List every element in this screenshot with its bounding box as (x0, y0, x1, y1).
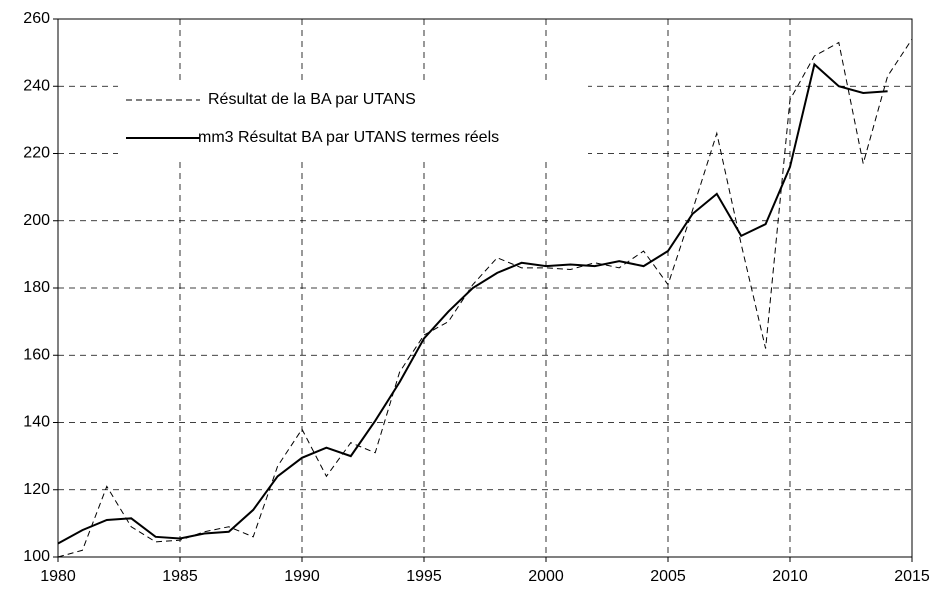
y-tick-label: 220 (23, 145, 50, 162)
y-tick-label: 180 (23, 279, 50, 296)
line-series (57, 62, 888, 545)
x-tick-label: 1985 (162, 568, 198, 585)
x-tick-label: 1995 (406, 568, 442, 585)
x-tick-label: 2015 (894, 568, 930, 585)
x-tick-label: 2000 (528, 568, 564, 585)
plot-frame (57, 18, 913, 558)
x-tick-label: 1980 (40, 568, 76, 585)
y-tick-label: 120 (23, 481, 50, 498)
x-tick-label: 2010 (772, 568, 808, 585)
x-tick-label: 1990 (284, 568, 320, 585)
y-tick-label: 140 (23, 414, 50, 431)
y-tick-label: 260 (23, 10, 50, 27)
legend-label: mm3 Résultat BA par UTANS termes réels (198, 129, 499, 146)
legend-label: Résultat de la BA par UTANS (208, 91, 416, 108)
legend-box (118, 80, 588, 160)
y-tick-label: 200 (23, 212, 50, 229)
line-series (57, 38, 913, 558)
y-tick-label: 160 (23, 346, 50, 363)
y-tick-label: 240 (23, 77, 50, 94)
y-tick-label: 100 (23, 548, 50, 565)
x-tick-label: 2005 (650, 568, 686, 585)
